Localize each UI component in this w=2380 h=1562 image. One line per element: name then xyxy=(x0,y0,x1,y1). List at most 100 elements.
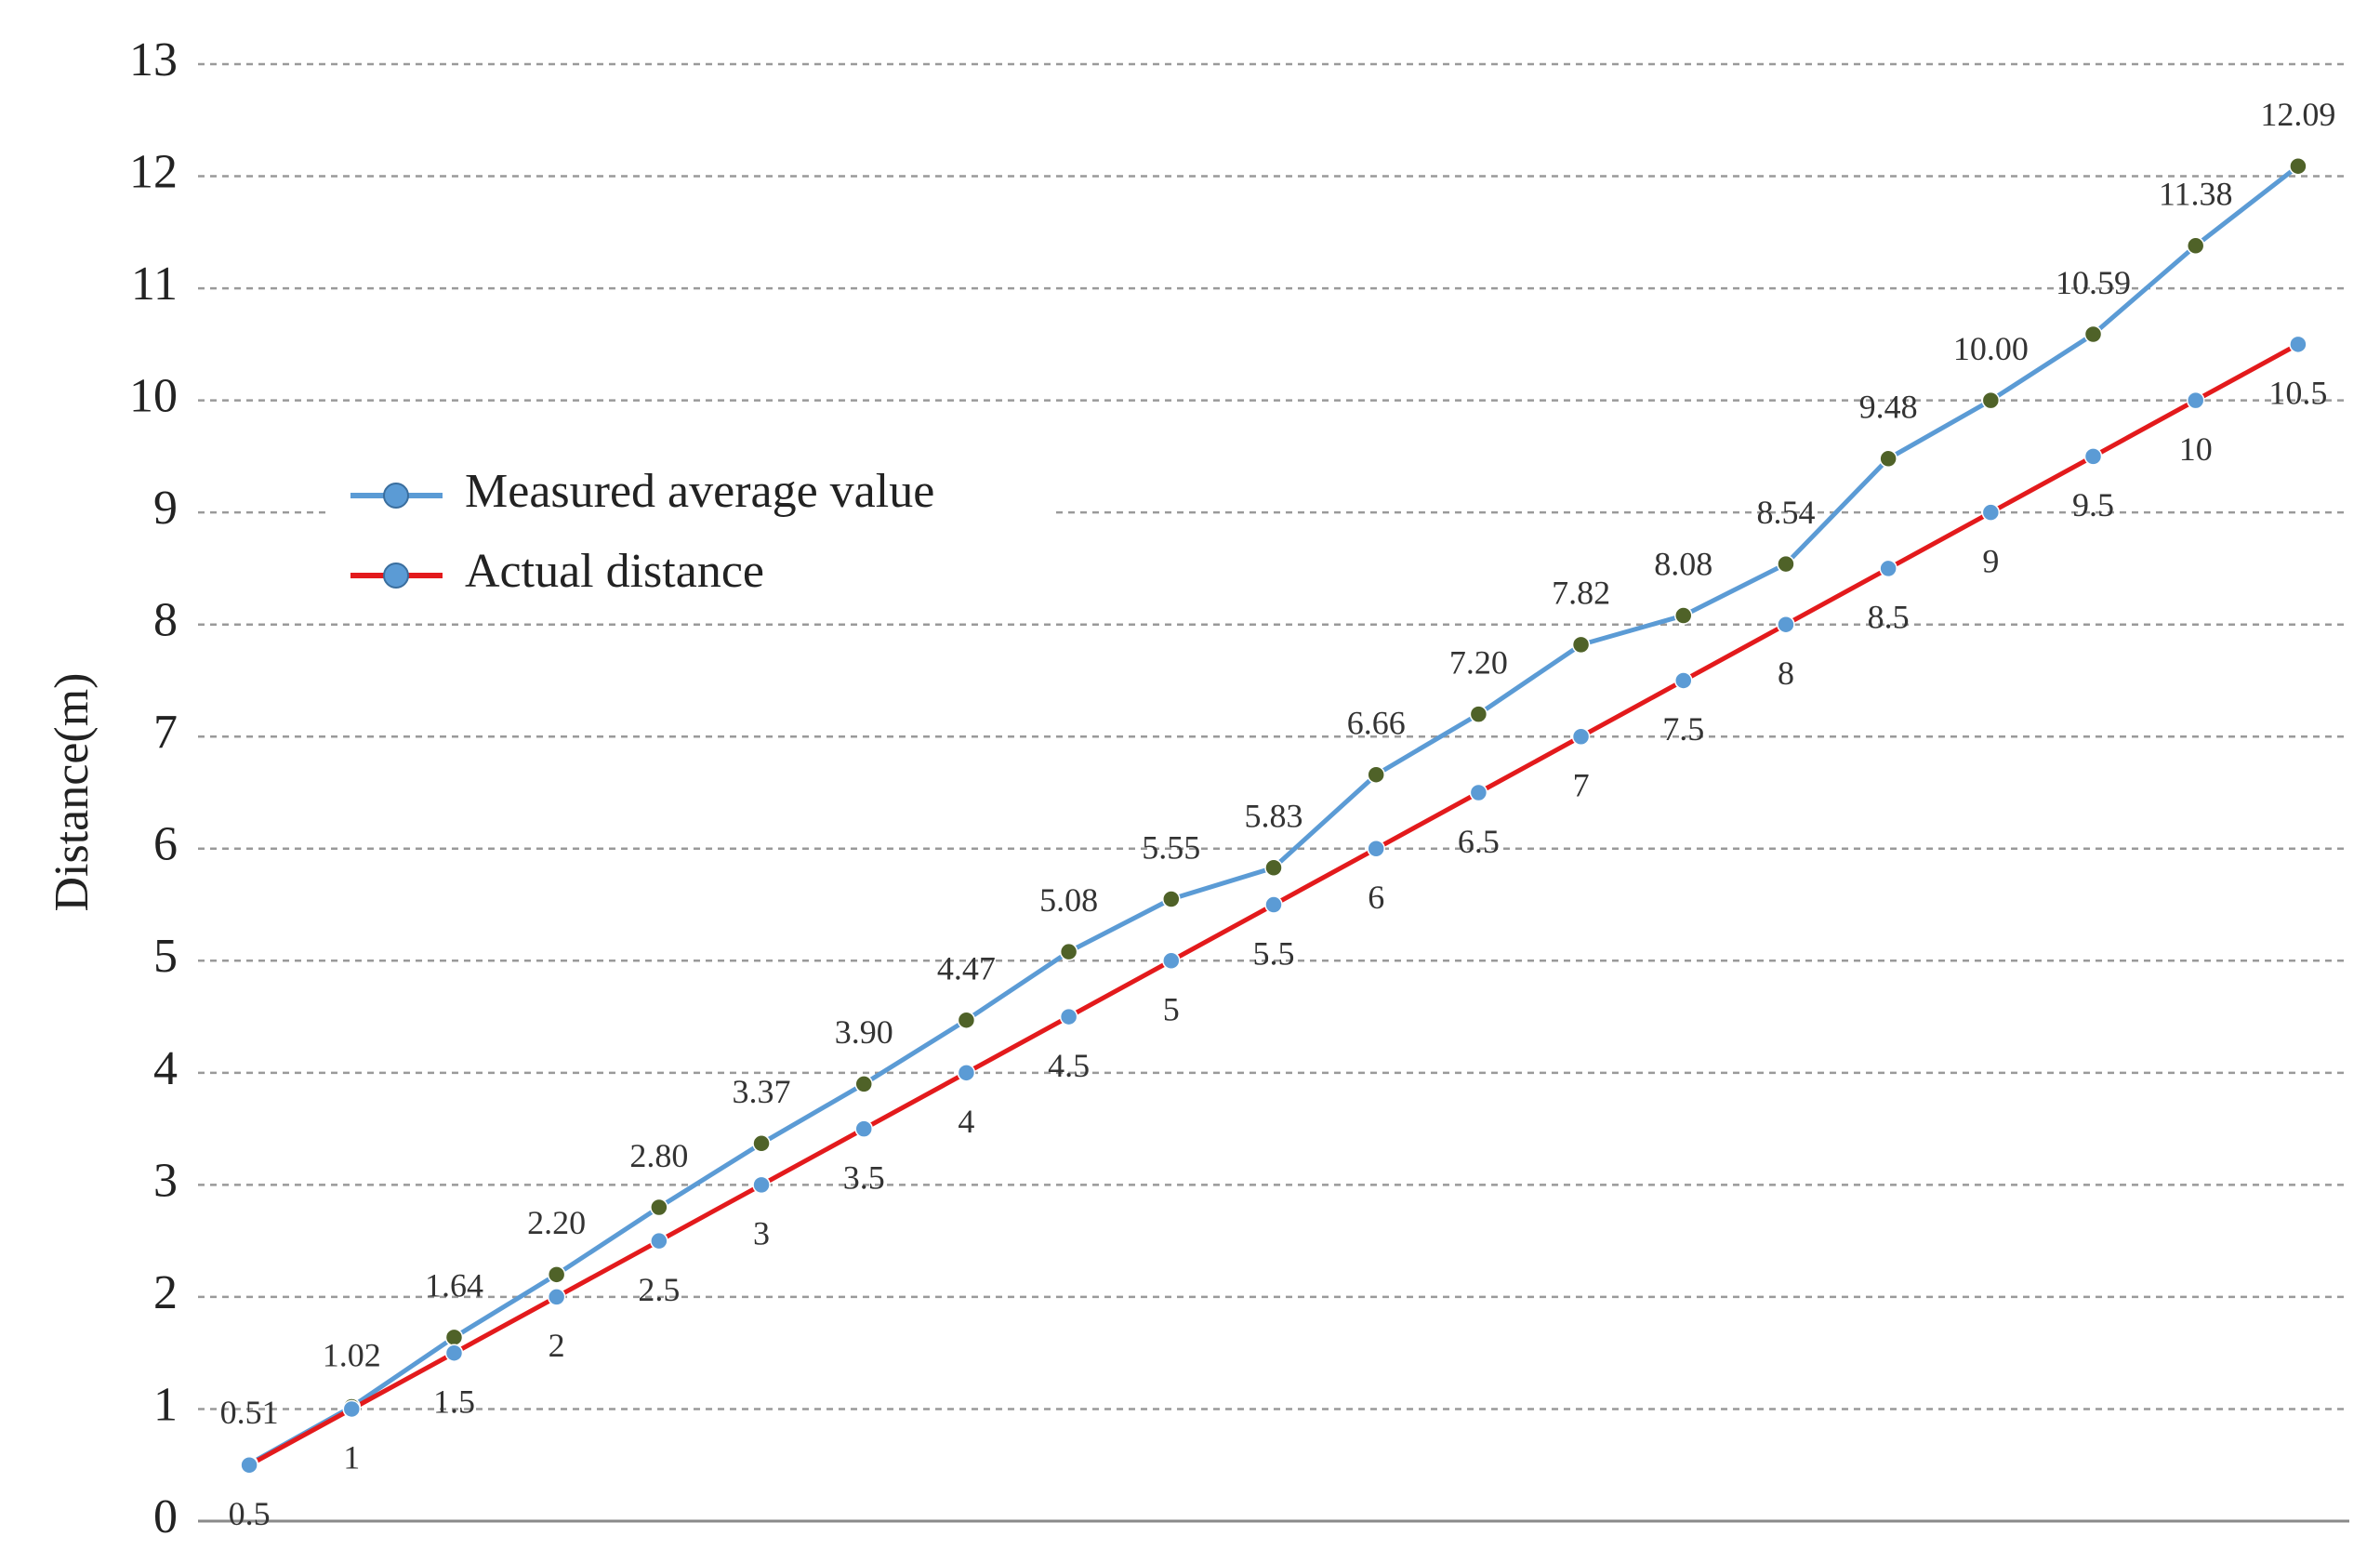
data-label: 8.54 xyxy=(1756,494,1815,531)
y-tick-label: 0 xyxy=(153,1490,178,1543)
y-tick-label: 2 xyxy=(153,1266,178,1319)
data-point xyxy=(1264,858,1283,878)
data-label: 4 xyxy=(958,1103,974,1140)
data-label: 7.82 xyxy=(1552,575,1610,612)
data-label: 1.5 xyxy=(433,1383,475,1420)
data-label: 1.64 xyxy=(425,1267,483,1304)
data-label: 12.09 xyxy=(2260,96,2335,133)
y-tick-label: 4 xyxy=(153,1042,178,1095)
data-label: 6.5 xyxy=(1458,823,1500,860)
data-label: 3.90 xyxy=(835,1013,893,1051)
data-point xyxy=(2186,390,2205,410)
legend-marker xyxy=(383,483,409,509)
data-label: 2.20 xyxy=(527,1204,586,1241)
data-label: 8.5 xyxy=(1868,599,1910,636)
data-point xyxy=(240,1455,258,1475)
y-tick-label: 11 xyxy=(131,258,178,311)
y-tick-label: 3 xyxy=(153,1154,178,1207)
data-label: 10.5 xyxy=(2268,375,2327,412)
y-tick-label: 1 xyxy=(153,1378,178,1431)
y-tick-label: 7 xyxy=(153,706,178,759)
data-point xyxy=(1367,840,1385,858)
data-point xyxy=(1981,503,2001,522)
data-point xyxy=(1059,942,1078,961)
data-label: 0.5 xyxy=(229,1495,271,1532)
y-tick-label: 10 xyxy=(129,370,178,423)
data-point xyxy=(1879,559,1897,578)
data-label: 5.55 xyxy=(1142,828,1200,866)
data-point xyxy=(1981,390,2001,410)
data-label: 1 xyxy=(343,1439,360,1476)
data-point xyxy=(1674,671,1693,690)
data-label: 3.5 xyxy=(843,1158,885,1196)
data-point xyxy=(1674,606,1693,625)
data-label: 5 xyxy=(1163,991,1180,1028)
data-label: 10.59 xyxy=(2056,264,2131,301)
data-point xyxy=(1367,765,1385,784)
data-point xyxy=(1469,705,1488,723)
data-point xyxy=(2289,156,2307,176)
data-label: 7.5 xyxy=(1662,710,1704,748)
data-point xyxy=(957,1011,976,1029)
data-label: 10 xyxy=(2179,430,2213,468)
y-tick-label: 8 xyxy=(153,594,178,647)
data-point xyxy=(2083,324,2103,344)
data-point xyxy=(2186,236,2205,256)
y-tick-label: 12 xyxy=(129,145,178,198)
data-label: 5.08 xyxy=(1039,881,1098,919)
data-point xyxy=(444,1328,464,1347)
data-point xyxy=(547,1288,566,1306)
data-label: 8 xyxy=(1778,655,1794,692)
data-point xyxy=(2083,447,2103,466)
data-label: 4.5 xyxy=(1048,1047,1090,1084)
data-label: 6 xyxy=(1368,879,1384,916)
data-label: 10.00 xyxy=(1953,330,2029,367)
data-point xyxy=(752,1175,771,1195)
y-tick-label: 13 xyxy=(129,33,178,86)
data-point xyxy=(547,1265,566,1284)
data-label: 2 xyxy=(549,1327,565,1364)
data-label: 9.5 xyxy=(2072,486,2114,523)
data-label: 2.5 xyxy=(638,1271,680,1308)
data-label: 7.20 xyxy=(1449,643,1508,681)
data-label: 1.02 xyxy=(323,1336,381,1373)
data-point xyxy=(854,1119,873,1138)
data-label: 2.80 xyxy=(629,1137,688,1174)
data-label: 4.47 xyxy=(937,949,996,986)
data-label: 5.83 xyxy=(1245,798,1303,835)
y-tick-label: 5 xyxy=(153,930,178,983)
data-point xyxy=(854,1075,873,1093)
y-axis-label: Distance(m) xyxy=(46,672,99,911)
data-point xyxy=(650,1198,668,1217)
legend-marker xyxy=(383,563,409,589)
y-tick-label: 9 xyxy=(153,482,178,535)
data-point xyxy=(1162,890,1181,908)
data-label: 9 xyxy=(1982,542,1999,579)
data-point xyxy=(342,1399,362,1419)
data-point xyxy=(957,1064,976,1082)
data-point xyxy=(1469,783,1488,802)
y-tick-label: 6 xyxy=(153,818,178,871)
data-point xyxy=(1571,635,1591,655)
legend-label: Actual distance xyxy=(465,545,764,598)
data-label: 11.38 xyxy=(2159,176,2233,213)
data-point xyxy=(752,1134,771,1153)
data-point xyxy=(444,1344,464,1362)
data-point xyxy=(1059,1007,1078,1026)
data-label: 3.37 xyxy=(733,1073,791,1110)
data-point xyxy=(1264,895,1283,914)
data-point xyxy=(1777,554,1795,574)
data-label: 7 xyxy=(1573,766,1590,803)
data-label: 8.08 xyxy=(1654,545,1712,582)
data-label: 9.48 xyxy=(1859,389,1918,426)
data-point xyxy=(1571,727,1591,746)
data-label: 5.5 xyxy=(1253,934,1295,972)
data-point xyxy=(650,1231,668,1251)
data-label: 3 xyxy=(753,1215,770,1252)
data-point xyxy=(1162,951,1181,971)
data-point xyxy=(1777,615,1795,634)
legend-box xyxy=(325,446,1051,623)
legend-label: Measured average value xyxy=(465,465,934,518)
data-point xyxy=(1879,449,1897,469)
